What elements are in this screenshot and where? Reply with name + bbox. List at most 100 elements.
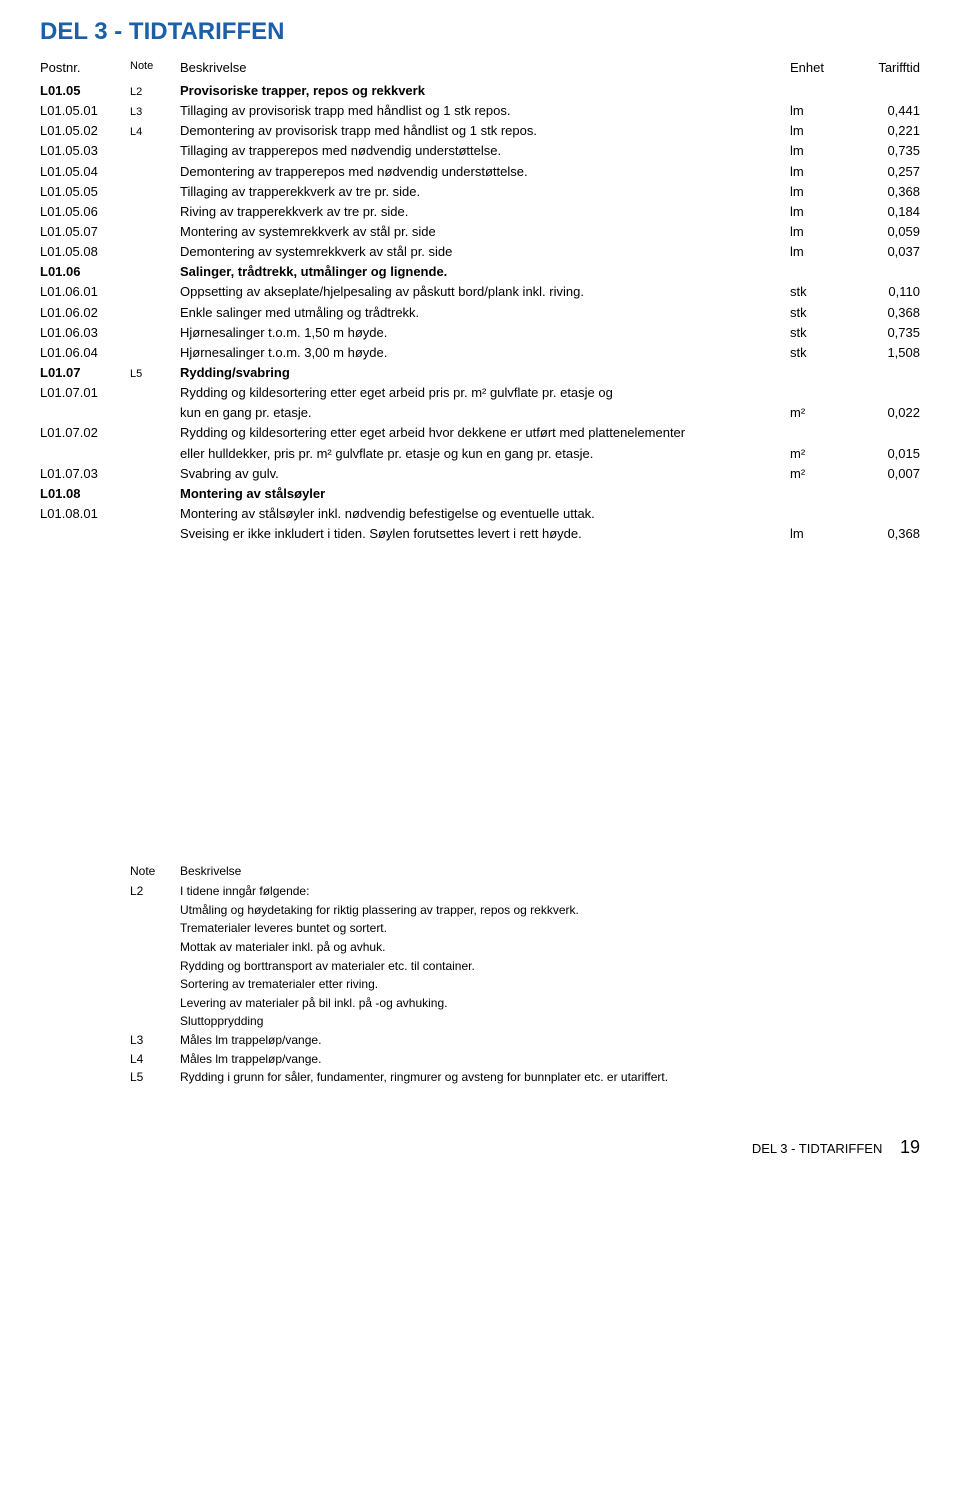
note-row: Sluttopprydding <box>130 1012 920 1031</box>
cell-postnr: L01.07.01 <box>40 383 130 403</box>
note-row: Trematerialer leveres buntet og sortert. <box>130 919 920 938</box>
cell-val: 0,441 <box>850 101 920 121</box>
cell-unit: m² <box>790 444 850 464</box>
cell-postnr: L01.05.01 <box>40 101 130 121</box>
cell-unit: lm <box>790 182 850 202</box>
table-row: L01.07L5Rydding/svabring <box>40 363 920 383</box>
notes-block: Note Beskrivelse L2I tidene inngår følge… <box>40 864 920 1087</box>
cell-unit: stk <box>790 303 850 323</box>
cell-unit: lm <box>790 162 850 182</box>
cell-unit: stk <box>790 343 850 363</box>
cell-unit: lm <box>790 121 850 141</box>
note-desc: Måles lm trappeløp/vange. <box>180 1031 920 1050</box>
cell-desc: Rydding og kildesortering etter eget arb… <box>180 423 790 443</box>
cell-note: L2 <box>130 84 180 101</box>
notes-header: Note Beskrivelse <box>130 864 920 878</box>
table-row: L01.06.01Oppsetting av akseplate/hjelpes… <box>40 282 920 302</box>
cell-desc: Enkle salinger med utmåling og trådtrekk… <box>180 303 790 323</box>
cell-unit: lm <box>790 202 850 222</box>
cell-val: 0,059 <box>850 222 920 242</box>
notes-body: L2I tidene inngår følgende:Utmåling og h… <box>40 882 920 1087</box>
cell-postnr: L01.08.01 <box>40 504 130 524</box>
note-row: Utmåling og høydetaking for riktig plass… <box>130 901 920 920</box>
cell-val: 0,015 <box>850 444 920 464</box>
cell-desc: Tillaging av trapperepos med nødvendig u… <box>180 141 790 161</box>
note-desc: Rydding og borttransport av materialer e… <box>180 957 920 976</box>
note-key: L5 <box>130 1068 180 1087</box>
cell-val: 0,735 <box>850 323 920 343</box>
cell-val: 0,368 <box>850 524 920 544</box>
cell-postnr: L01.07.02 <box>40 423 130 443</box>
note-row: L4Måles lm trappeløp/vange. <box>130 1050 920 1069</box>
cell-postnr: L01.06 <box>40 262 130 282</box>
cell-val: 0,368 <box>850 182 920 202</box>
note-row: Mottak av materialer inkl. på og avhuk. <box>130 938 920 957</box>
table-row: L01.06.03 Hjørnesalinger t.o.m. 1,50 m hø… <box>40 323 920 343</box>
cell-desc: eller hulldekker, pris pr. m² gulvflate … <box>180 444 790 464</box>
cell-desc: Hjørnesalinger t.o.m. 3,00 m høyde. <box>180 343 790 363</box>
note-desc: Utmåling og høydetaking for riktig plass… <box>180 901 920 920</box>
table-row: L01.06 Salinger, trådtrekk, utmålinger og… <box>40 262 920 282</box>
note-row: Rydding og borttransport av materialer e… <box>130 957 920 976</box>
table-row: L01.06.04Hjørnesalinger t.o.m. 3,00 m hø… <box>40 343 920 363</box>
table-row: L01.07.03 Svabring av gulv.m²0,007 <box>40 464 920 484</box>
cell-desc: Montering av systemrekkverk av stål pr. … <box>180 222 790 242</box>
cell-val: 0,221 <box>850 121 920 141</box>
table-row: L01.05L2Provisoriske trapper, repos og r… <box>40 81 920 101</box>
cell-desc: Montering av stålsøyler <box>180 484 790 504</box>
cell-desc: Tillaging av trapperekkverk av tre pr. s… <box>180 182 790 202</box>
cell-postnr: L01.05 <box>40 81 130 101</box>
cell-postnr: L01.07 <box>40 363 130 383</box>
header-val: Tarifftid <box>850 60 920 75</box>
cell-desc: Demontering av trapperepos med nødvendig… <box>180 162 790 182</box>
cell-val: 0,110 <box>850 282 920 302</box>
table-row: L01.05.04Demontering av trapperepos med … <box>40 162 920 182</box>
cell-postnr: L01.05.06 <box>40 202 130 222</box>
cell-note: L3 <box>130 104 180 121</box>
cell-desc: Hjørnesalinger t.o.m. 1,50 m høyde. <box>180 323 790 343</box>
note-key <box>130 1012 180 1031</box>
table-body: L01.05L2Provisoriske trapper, repos og r… <box>40 81 920 544</box>
header-unit: Enhet <box>790 60 850 75</box>
cell-unit: m² <box>790 464 850 484</box>
table-row: L01.05.07Montering av systemrekkverk av … <box>40 222 920 242</box>
table-row: L01.05.05Tillaging av trapperekkverk av … <box>40 182 920 202</box>
note-desc: I tidene inngår følgende: <box>180 882 920 901</box>
cell-desc: Salinger, trådtrekk, utmålinger og ligne… <box>180 262 790 282</box>
note-desc: Mottak av materialer inkl. på og avhuk. <box>180 938 920 957</box>
cell-postnr: L01.08 <box>40 484 130 504</box>
table-row: L01.08 Montering av stålsøyler <box>40 484 920 504</box>
cell-desc: Rydding/svabring <box>180 363 790 383</box>
cell-desc: Tillaging av provisorisk trapp med håndl… <box>180 101 790 121</box>
cell-desc: Svabring av gulv. <box>180 464 790 484</box>
note-key: L4 <box>130 1050 180 1069</box>
note-desc: Trematerialer leveres buntet og sortert. <box>180 919 920 938</box>
cell-postnr: L01.05.08 <box>40 242 130 262</box>
cell-postnr: L01.06.03 <box>40 323 130 343</box>
cell-unit: lm <box>790 101 850 121</box>
note-desc: Levering av materialer på bil inkl. på -… <box>180 994 920 1013</box>
cell-note: L5 <box>130 366 180 383</box>
table-row: L01.05.08Demontering av systemrekkverk a… <box>40 242 920 262</box>
note-desc: Sluttopprydding <box>180 1012 920 1031</box>
cell-desc: kun en gang pr. etasje. <box>180 403 790 423</box>
cell-val: 1,508 <box>850 343 920 363</box>
header-note: Note <box>130 60 180 75</box>
table-row: eller hulldekker, pris pr. m² gulvflate … <box>40 444 920 464</box>
cell-val: 0,368 <box>850 303 920 323</box>
note-desc: Rydding i grunn for såler, fundamenter, … <box>180 1068 920 1087</box>
cell-val: 0,257 <box>850 162 920 182</box>
note-row: L2I tidene inngår følgende: <box>130 882 920 901</box>
table-row: kun en gang pr. etasje.m²0,022 <box>40 403 920 423</box>
notes-header-desc: Beskrivelse <box>180 864 920 878</box>
header-postnr: Postnr. <box>40 60 130 75</box>
cell-note: L4 <box>130 124 180 141</box>
note-key <box>130 901 180 920</box>
cell-val: 0,007 <box>850 464 920 484</box>
table-row: L01.05.03Tillaging av trapperepos med nø… <box>40 141 920 161</box>
page-title: DEL 3 - TIDTARIFFEN <box>40 18 920 46</box>
note-row: Levering av materialer på bil inkl. på -… <box>130 994 920 1013</box>
note-key: L2 <box>130 882 180 901</box>
cell-postnr: L01.07.03 <box>40 464 130 484</box>
cell-desc: Riving av trapperekkverk av tre pr. side… <box>180 202 790 222</box>
